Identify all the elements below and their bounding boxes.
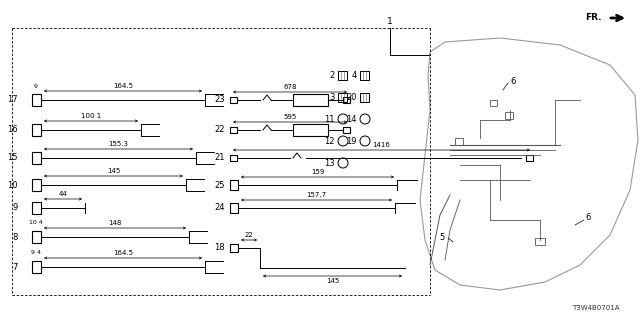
Text: 164.5: 164.5 (113, 83, 133, 89)
Text: T3W4B0701A: T3W4B0701A (573, 305, 620, 311)
Bar (32, 152, 41, 164)
Text: 100 1: 100 1 (81, 113, 101, 119)
Text: 6: 6 (585, 213, 590, 222)
Text: 7: 7 (13, 262, 18, 271)
Text: 2: 2 (330, 70, 335, 79)
Bar (293, 94, 328, 106)
Bar (230, 203, 238, 213)
Bar (32, 124, 41, 136)
Bar (360, 71, 369, 80)
Bar (32, 231, 41, 243)
Text: 3: 3 (330, 92, 335, 101)
Text: 8: 8 (13, 233, 18, 242)
Text: 148: 148 (108, 220, 122, 226)
Bar (455, 138, 463, 145)
Bar (505, 112, 513, 119)
Bar (32, 261, 41, 273)
Text: 18: 18 (214, 244, 225, 252)
Text: 1416: 1416 (372, 142, 390, 148)
Text: 22: 22 (214, 125, 225, 134)
Text: 9: 9 (34, 84, 38, 89)
Text: 12: 12 (324, 137, 335, 146)
Bar (535, 238, 545, 245)
Text: 145: 145 (107, 168, 120, 174)
Text: 10 4: 10 4 (29, 220, 43, 226)
Text: 17: 17 (8, 95, 18, 105)
Text: 25: 25 (214, 180, 225, 189)
Text: 9: 9 (13, 204, 18, 212)
Text: 15: 15 (8, 154, 18, 163)
Bar (230, 155, 237, 161)
Text: 595: 595 (284, 114, 296, 120)
Text: FR.: FR. (586, 13, 602, 22)
Text: 164.5: 164.5 (113, 250, 133, 256)
Bar (32, 202, 41, 214)
Text: 44: 44 (59, 191, 67, 197)
Text: 4: 4 (352, 70, 357, 79)
Text: 9 4: 9 4 (31, 251, 41, 255)
Text: 24: 24 (214, 204, 225, 212)
Bar (293, 124, 328, 136)
Text: 678: 678 (284, 84, 297, 90)
Bar (360, 93, 369, 102)
Text: 1: 1 (387, 18, 393, 27)
Text: 22: 22 (244, 232, 253, 238)
Text: 20: 20 (346, 92, 357, 101)
Bar (230, 180, 238, 190)
Text: 155.3: 155.3 (109, 141, 129, 147)
Text: 14: 14 (346, 115, 357, 124)
Text: 21: 21 (214, 154, 225, 163)
Bar (32, 179, 41, 191)
Bar (343, 97, 350, 103)
Bar (338, 71, 347, 80)
Bar (230, 127, 237, 133)
Text: 16: 16 (8, 125, 18, 134)
Text: 11: 11 (324, 115, 335, 124)
Text: 6: 6 (510, 77, 515, 86)
Bar (490, 100, 497, 106)
Bar (230, 97, 237, 103)
Text: 5: 5 (440, 234, 445, 243)
Bar (526, 155, 533, 161)
Text: 157.7: 157.7 (307, 192, 326, 198)
Bar (338, 93, 347, 102)
Text: 10: 10 (8, 180, 18, 189)
Bar (230, 244, 238, 252)
Bar (32, 94, 41, 106)
Text: 145: 145 (326, 278, 339, 284)
Text: 19: 19 (346, 137, 357, 146)
Text: 23: 23 (214, 95, 225, 105)
Text: 159: 159 (311, 169, 324, 175)
Bar (343, 127, 350, 133)
Text: 13: 13 (324, 158, 335, 167)
